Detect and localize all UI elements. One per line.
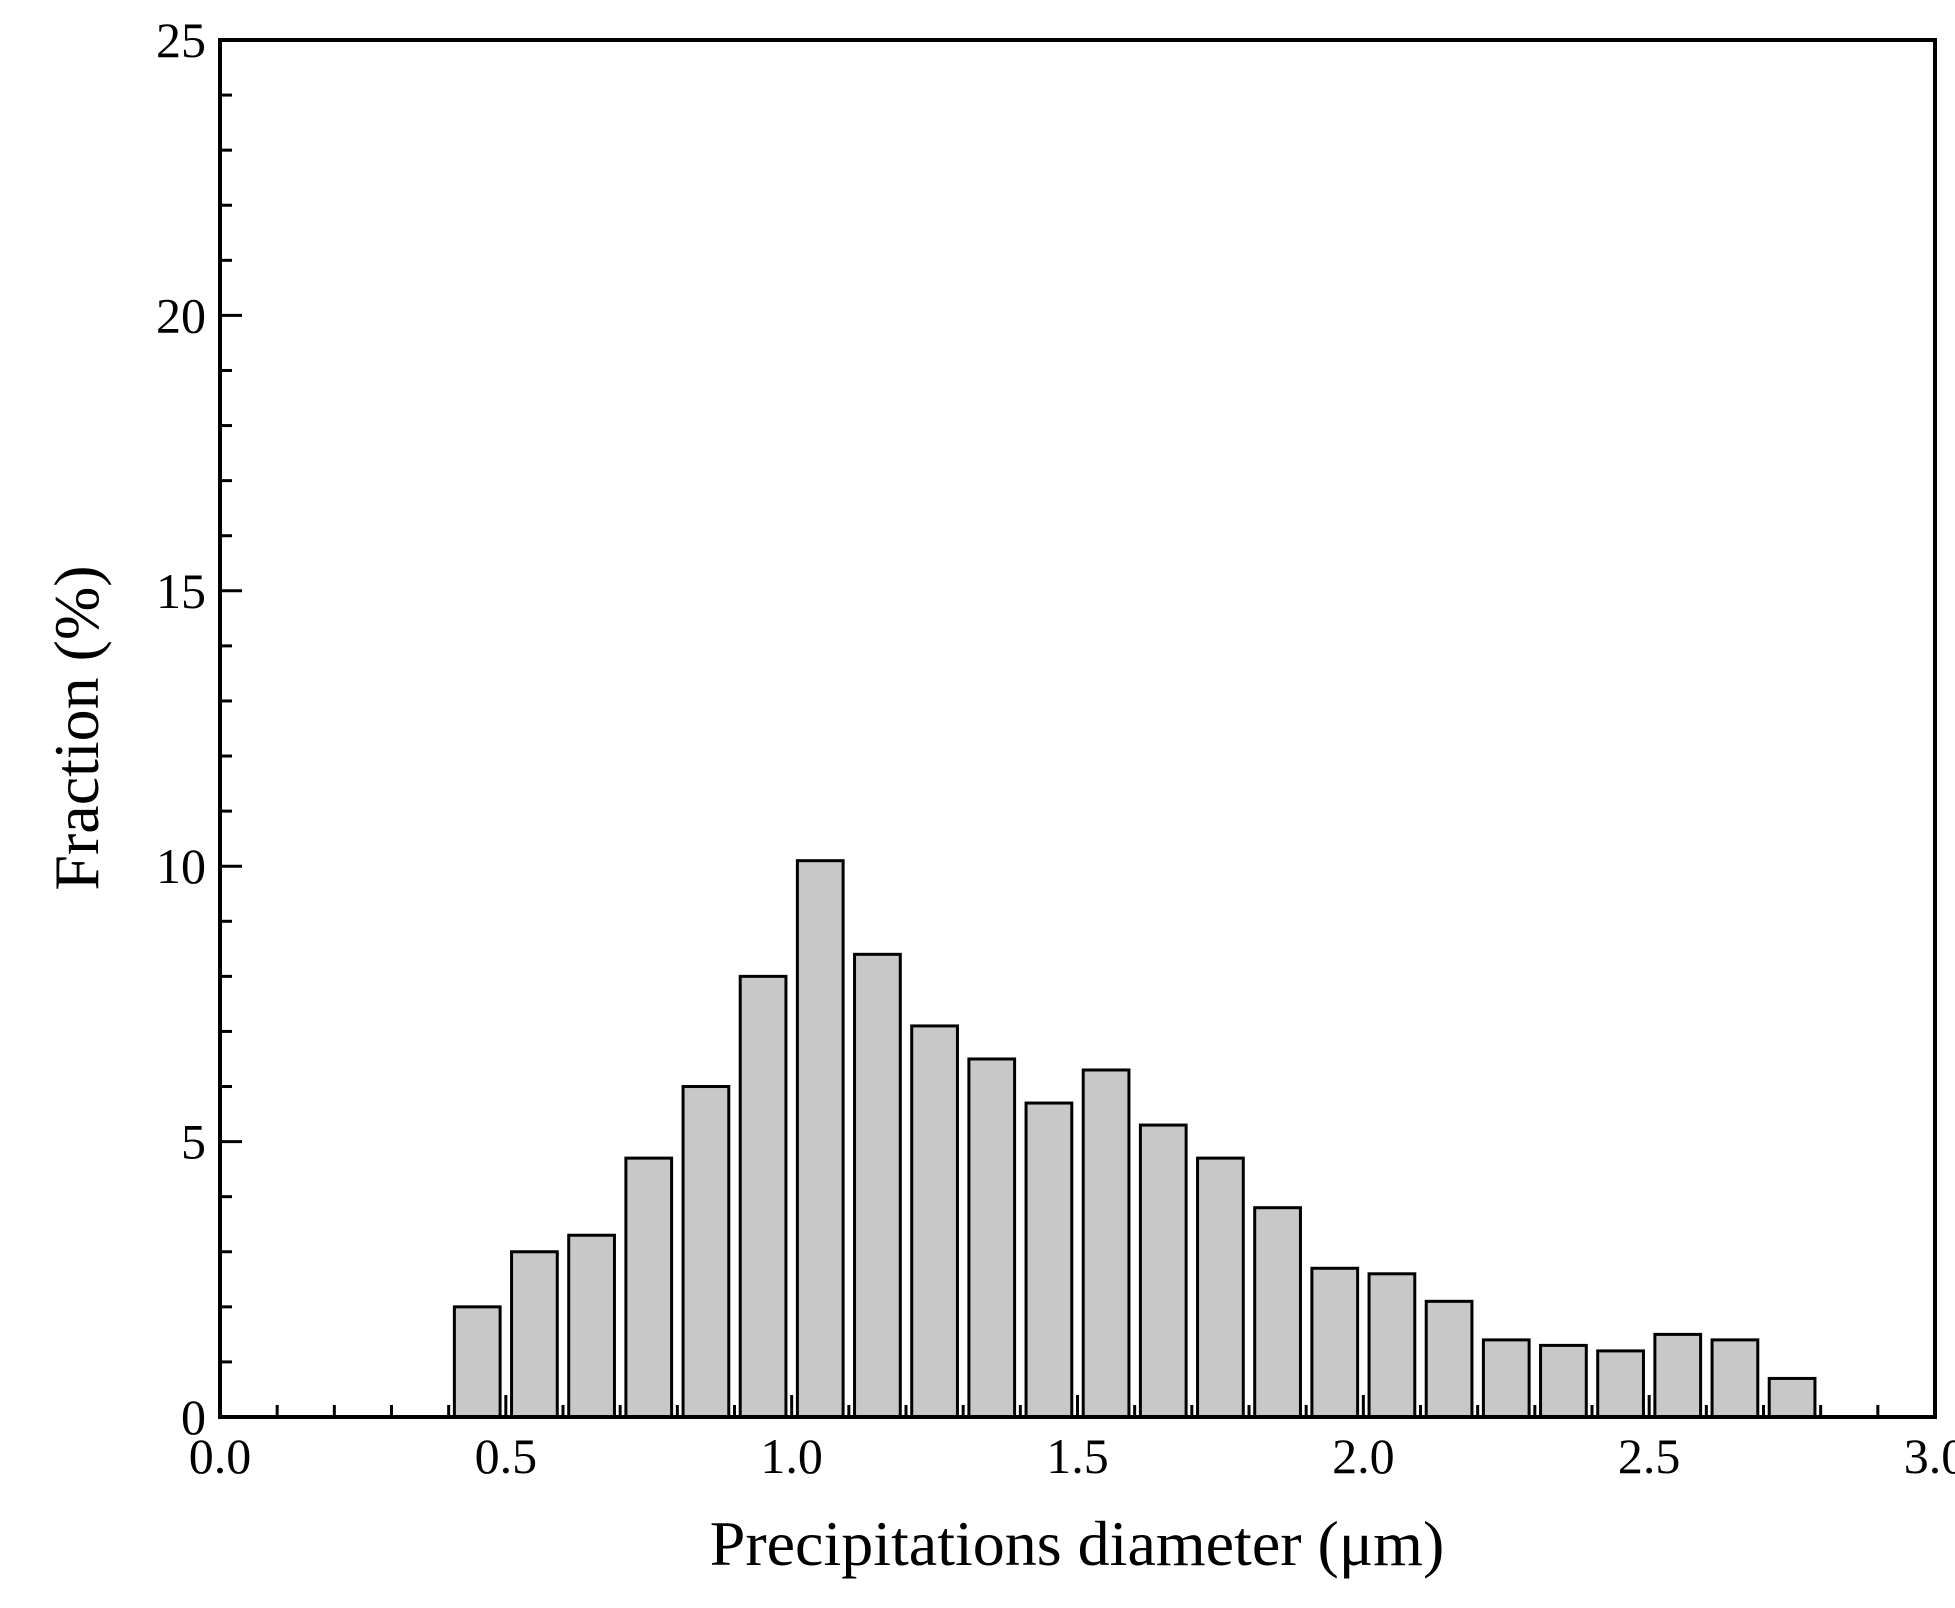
y-tick-label: 20: [156, 287, 206, 343]
x-tick-label: 1.5: [1046, 1428, 1109, 1484]
ticks-layer: [218, 38, 1937, 1419]
x-tick-label: 1.0: [760, 1428, 823, 1484]
bar-22: [1710, 1338, 1760, 1419]
bar-1: [510, 1250, 559, 1419]
bar-14: [1253, 1206, 1302, 1419]
bars-layer: [452, 859, 1817, 1419]
bar-16: [1367, 1272, 1417, 1419]
bar-9: [967, 1057, 1017, 1419]
x-tick-label: 2.0: [1332, 1428, 1395, 1484]
bar-21: [1653, 1332, 1703, 1419]
bar-19: [1539, 1343, 1588, 1419]
tick-labels-layer: 0.0 0.5 1.0 1.5 2.0 2.5 3.0 0 5 10 15 20 25: [156, 12, 1955, 1484]
y-axis-title: Fraction (%): [41, 565, 112, 890]
x-tick-label: 3.0: [1904, 1428, 1955, 1484]
x-tick-label: 2.5: [1618, 1428, 1681, 1484]
bar-23: [1767, 1376, 1817, 1419]
bar-13: [1196, 1156, 1245, 1419]
y-tick-label: 5: [181, 1114, 206, 1170]
bar-8: [910, 1024, 959, 1419]
bar-10: [1024, 1101, 1074, 1419]
bar-18: [1481, 1338, 1531, 1419]
x-tick-label: 0.5: [475, 1428, 538, 1484]
plot-area-frame: [218, 38, 1937, 1419]
x-axis-title: Precipitations diameter (μm): [710, 1508, 1445, 1579]
y-tick-label: 25: [156, 12, 206, 68]
bar-20: [1596, 1349, 1645, 1419]
bar-6: [795, 859, 845, 1419]
bar-0: [452, 1305, 502, 1419]
bar-2: [567, 1233, 616, 1419]
y-tick-label: 10: [156, 838, 206, 894]
bar-12: [1138, 1123, 1188, 1419]
x-tick-label: 0.0: [189, 1428, 252, 1484]
y-tick-label: 0: [181, 1389, 206, 1445]
bar-3: [624, 1156, 674, 1419]
bar-7: [853, 952, 902, 1419]
bar-17: [1424, 1299, 1474, 1419]
bar-4: [681, 1085, 731, 1419]
y-tick-label: 15: [156, 563, 206, 619]
bar-5: [738, 974, 788, 1419]
bar-11: [1081, 1068, 1131, 1419]
bar-15: [1310, 1266, 1360, 1419]
